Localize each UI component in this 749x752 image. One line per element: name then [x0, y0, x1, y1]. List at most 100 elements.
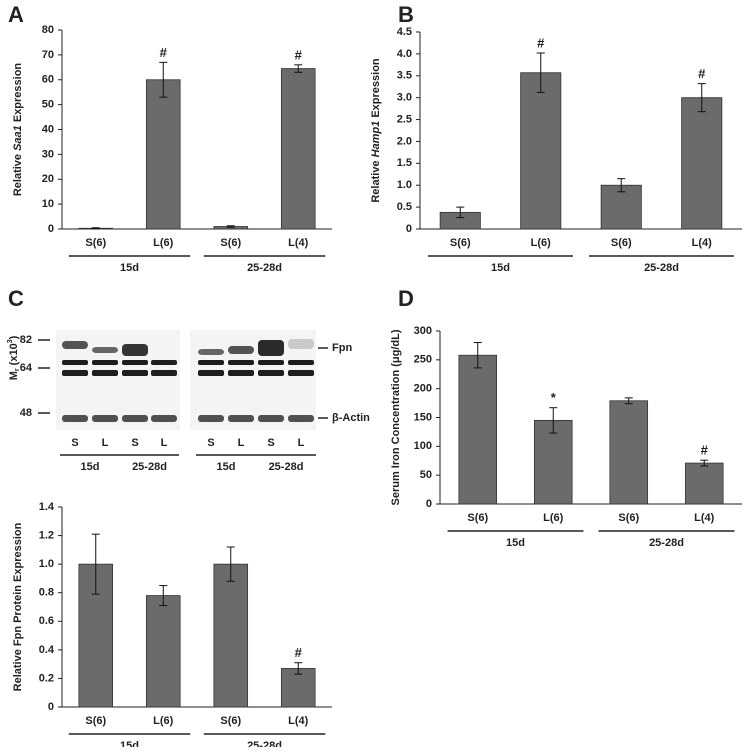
- lane-label: L: [161, 437, 168, 449]
- blot-band: [122, 370, 148, 376]
- mw-marker: 82: [20, 334, 32, 346]
- bar: [458, 354, 498, 505]
- blot-band: [288, 415, 314, 422]
- blot-band: [62, 415, 88, 422]
- group-label: 15d: [491, 262, 510, 274]
- y-tick-label: 0.5: [397, 201, 412, 213]
- y-tick-label: 150: [414, 411, 432, 423]
- y-tick-label: 0.4: [39, 644, 55, 656]
- mr-part: 3: [7, 339, 14, 343]
- bar: [681, 97, 723, 230]
- y-tick-label: 10: [42, 198, 54, 210]
- y-tick-label: 40: [42, 123, 54, 135]
- x-tick-label: L(4): [288, 237, 309, 249]
- error-bar: [294, 662, 303, 675]
- panel-label: D: [398, 286, 414, 311]
- significance-marker: *: [551, 390, 557, 405]
- blot-band: [151, 360, 177, 365]
- y-axis-label: Serum Iron Concentration (μg/dL): [390, 329, 402, 505]
- y-tick-label: 4.0: [397, 48, 412, 60]
- lane-label: L: [298, 437, 305, 449]
- bar: [145, 79, 181, 230]
- group-label: 25-28d: [644, 262, 679, 274]
- error-bar: [159, 585, 168, 607]
- group-label: 25-28d: [247, 740, 282, 747]
- blot-band: [62, 341, 88, 349]
- x-tick-label: L(6): [543, 512, 564, 524]
- bar: [520, 72, 562, 230]
- blot-band: [258, 415, 284, 422]
- y-tick-label: 1.0: [39, 558, 54, 570]
- bar: [280, 68, 316, 230]
- band-label: Fpn: [332, 342, 352, 354]
- error-bar: [473, 342, 482, 369]
- x-tick-label: S(6): [618, 512, 639, 524]
- y-tick-label: 1.2: [39, 529, 54, 541]
- y-tick-label: 0: [406, 223, 412, 235]
- significance-marker: #: [701, 443, 709, 458]
- x-tick-label: L(6): [153, 237, 174, 249]
- mr-label: Mr (x103): [7, 335, 21, 380]
- y-tick-label: 1.4: [39, 501, 55, 513]
- blot-band: [228, 360, 254, 365]
- x-tick-label: S(6): [450, 237, 471, 249]
- blot-band: [258, 340, 284, 356]
- blot-band: [92, 415, 118, 422]
- group-label: 15d: [120, 740, 139, 747]
- y-tick-label: 80: [42, 24, 54, 36]
- x-tick-label: L(6): [153, 715, 174, 727]
- error-bar: [456, 206, 465, 219]
- lane-label: L: [238, 437, 245, 449]
- blot-band: [151, 415, 177, 422]
- blot-band: [198, 360, 224, 365]
- y-tick-label: 100: [414, 440, 432, 452]
- x-tick-label: S(6): [611, 237, 632, 249]
- blot-band: [122, 344, 148, 356]
- error-bar: [617, 178, 626, 193]
- x-tick-label: L(4): [694, 512, 715, 524]
- lane-label: S: [131, 437, 138, 449]
- group-label: 15d: [217, 461, 236, 473]
- blot-band: [198, 349, 224, 355]
- group-label: 25-28d: [247, 262, 282, 274]
- blot-band: [92, 360, 118, 365]
- error-bar: [624, 397, 633, 405]
- x-tick-label: S(6): [220, 237, 241, 249]
- y-tick-label: 0: [426, 498, 432, 510]
- y-tick-label: 20: [42, 173, 54, 185]
- error-bar: [226, 546, 235, 582]
- error-bar: [91, 533, 100, 595]
- blot-band: [228, 370, 254, 376]
- blot-background: [190, 330, 316, 430]
- y-label-part: Expression: [370, 58, 382, 121]
- group-label: 15d: [120, 262, 139, 274]
- mr-part: (x10: [8, 343, 20, 368]
- lane-label: S: [71, 437, 78, 449]
- y-tick-label: 0.8: [39, 587, 54, 599]
- group-label: 15d: [506, 537, 525, 549]
- y-tick-label: 2.5: [397, 113, 412, 125]
- x-tick-label: L(6): [531, 237, 552, 249]
- group-label: 25-28d: [132, 461, 167, 473]
- mr-part: M: [8, 371, 20, 380]
- lane-label: S: [267, 437, 274, 449]
- y-tick-label: 300: [414, 325, 432, 337]
- y-tick-label: 4.5: [397, 26, 412, 38]
- blot-band: [288, 370, 314, 376]
- y-tick-label: 200: [414, 383, 432, 395]
- bar: [609, 400, 649, 505]
- blot-band: [198, 415, 224, 422]
- y-tick-label: 60: [42, 74, 54, 86]
- y-label-part: Relative: [12, 151, 24, 196]
- significance-marker: #: [698, 66, 706, 81]
- x-tick-label: S(6): [467, 512, 488, 524]
- blot-band: [151, 370, 177, 376]
- y-tick-label: 30: [42, 148, 54, 160]
- panel-label: B: [398, 2, 414, 27]
- blot-band: [288, 339, 314, 349]
- significance-marker: #: [537, 35, 545, 50]
- mw-marker: 48: [20, 407, 32, 419]
- lane-label: L: [102, 437, 109, 449]
- mw-marker: 64: [20, 362, 33, 374]
- bar: [533, 419, 573, 505]
